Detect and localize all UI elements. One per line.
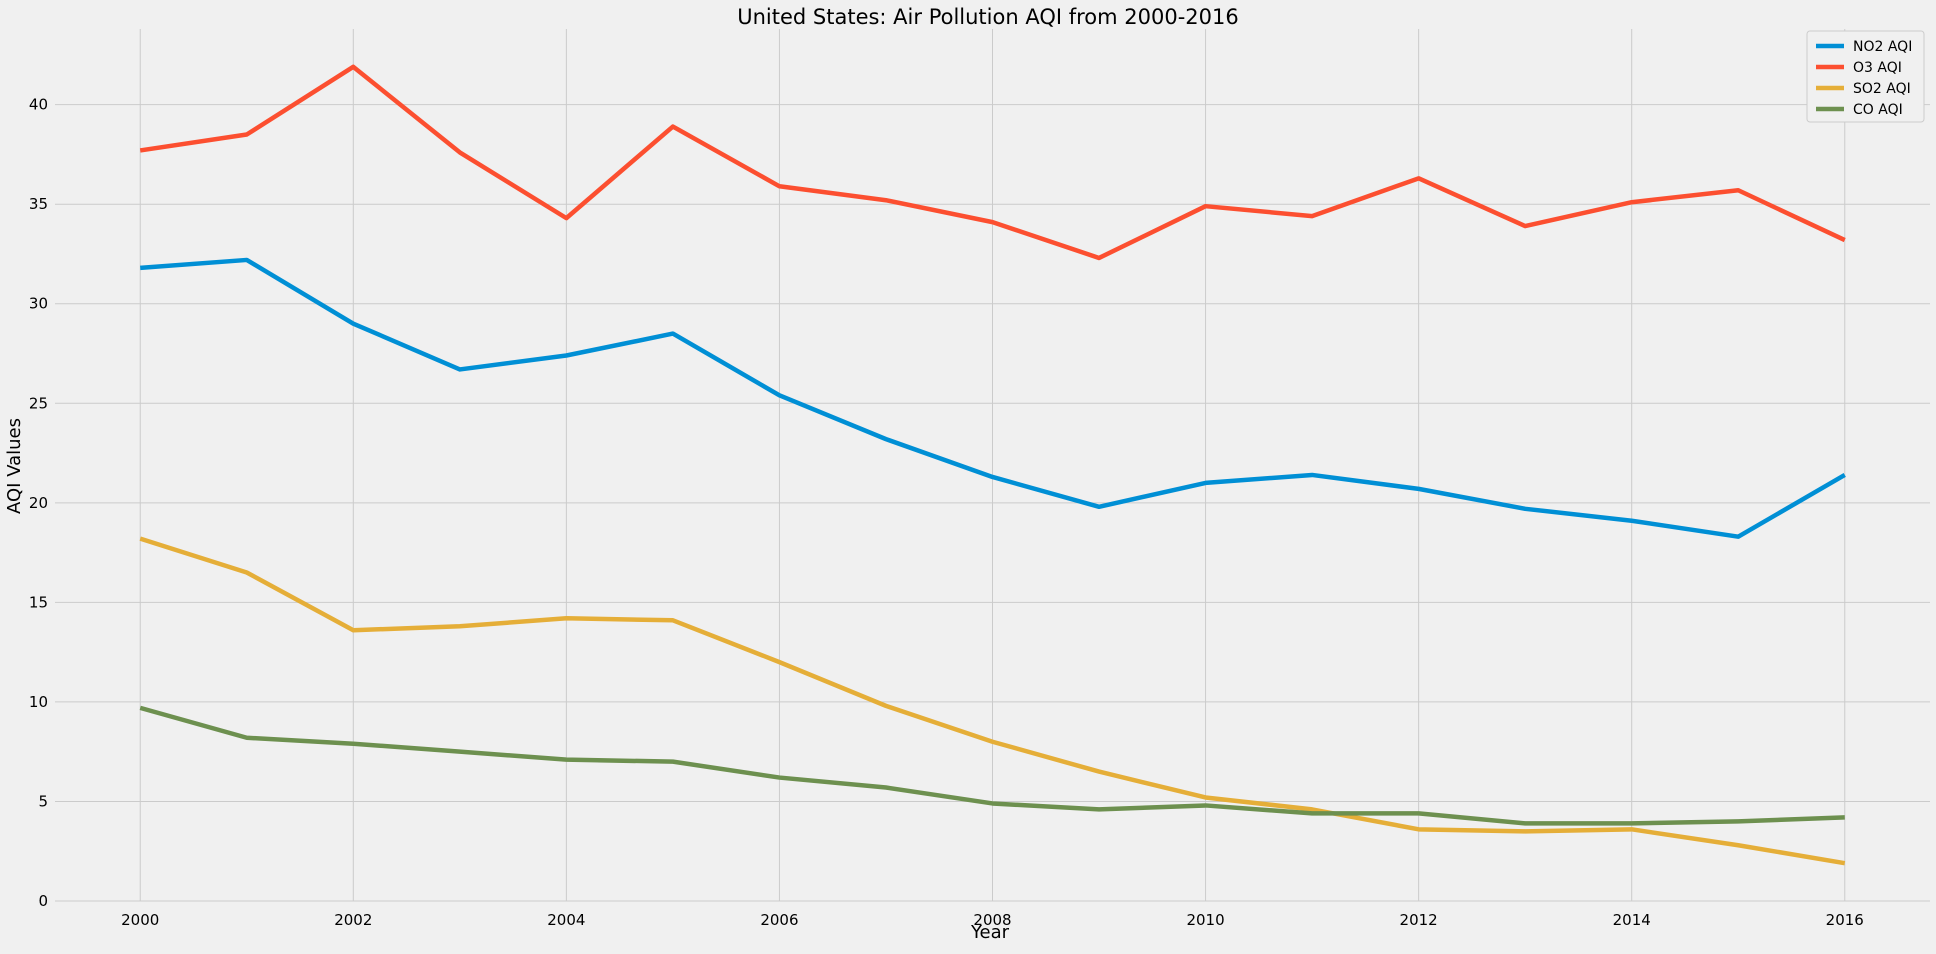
series-lines xyxy=(139,64,1846,866)
x-tick-label: 2016 xyxy=(1826,911,1864,929)
x-tick-label: 2014 xyxy=(1613,911,1651,929)
y-tick-label: 40 xyxy=(29,96,48,114)
legend-label-no2-aqi: NO2 AQI xyxy=(1853,39,1912,55)
legend-box xyxy=(1806,30,1925,123)
chart-title: United States: Air Pollution AQI from 20… xyxy=(737,5,1239,29)
x-tick-label: 2002 xyxy=(334,911,372,929)
series-line-o3-aqi xyxy=(139,64,1846,261)
x-tick-label: 2012 xyxy=(1400,911,1438,929)
legend-label-o3-aqi: O3 AQI xyxy=(1853,60,1902,76)
y-tick-label: 35 xyxy=(29,195,48,213)
series-line-no2-aqi xyxy=(140,257,1846,539)
y-axis-ticks: 0 5 10 15 20 25 30 35 40 xyxy=(29,96,48,910)
y-tick-label: 20 xyxy=(29,494,48,512)
legend-label-so2-aqi: SO2 AQI xyxy=(1853,81,1911,97)
legend: NO2 AQI O3 AQI SO2 AQI CO AQI xyxy=(1806,30,1925,123)
x-tick-label: 2004 xyxy=(547,911,585,929)
legend-label-co-aqi: CO AQI xyxy=(1853,102,1903,118)
y-tick-label: 0 xyxy=(38,892,48,910)
series-line-so2-aqi xyxy=(139,536,1846,866)
x-axis-label: Year xyxy=(970,922,1010,943)
x-tick-label: 2010 xyxy=(1186,911,1224,929)
x-tick-label: 2000 xyxy=(121,911,159,929)
y-tick-label: 5 xyxy=(38,792,48,810)
y-tick-label: 15 xyxy=(29,593,48,611)
x-axis-ticks: 2000 2002 2004 2006 2008 2010 2012 2014 2016 xyxy=(121,911,1864,929)
x-tick-label: 2006 xyxy=(760,911,798,929)
grid xyxy=(55,29,1930,902)
series-line-co-aqi xyxy=(139,705,1845,826)
x-tick-label: 2008 xyxy=(973,911,1011,929)
y-tick-label: 25 xyxy=(29,394,48,412)
y-tick-label: 10 xyxy=(29,693,48,711)
y-tick-label: 30 xyxy=(29,295,48,313)
y-axis-label: AQI Values xyxy=(4,418,25,514)
